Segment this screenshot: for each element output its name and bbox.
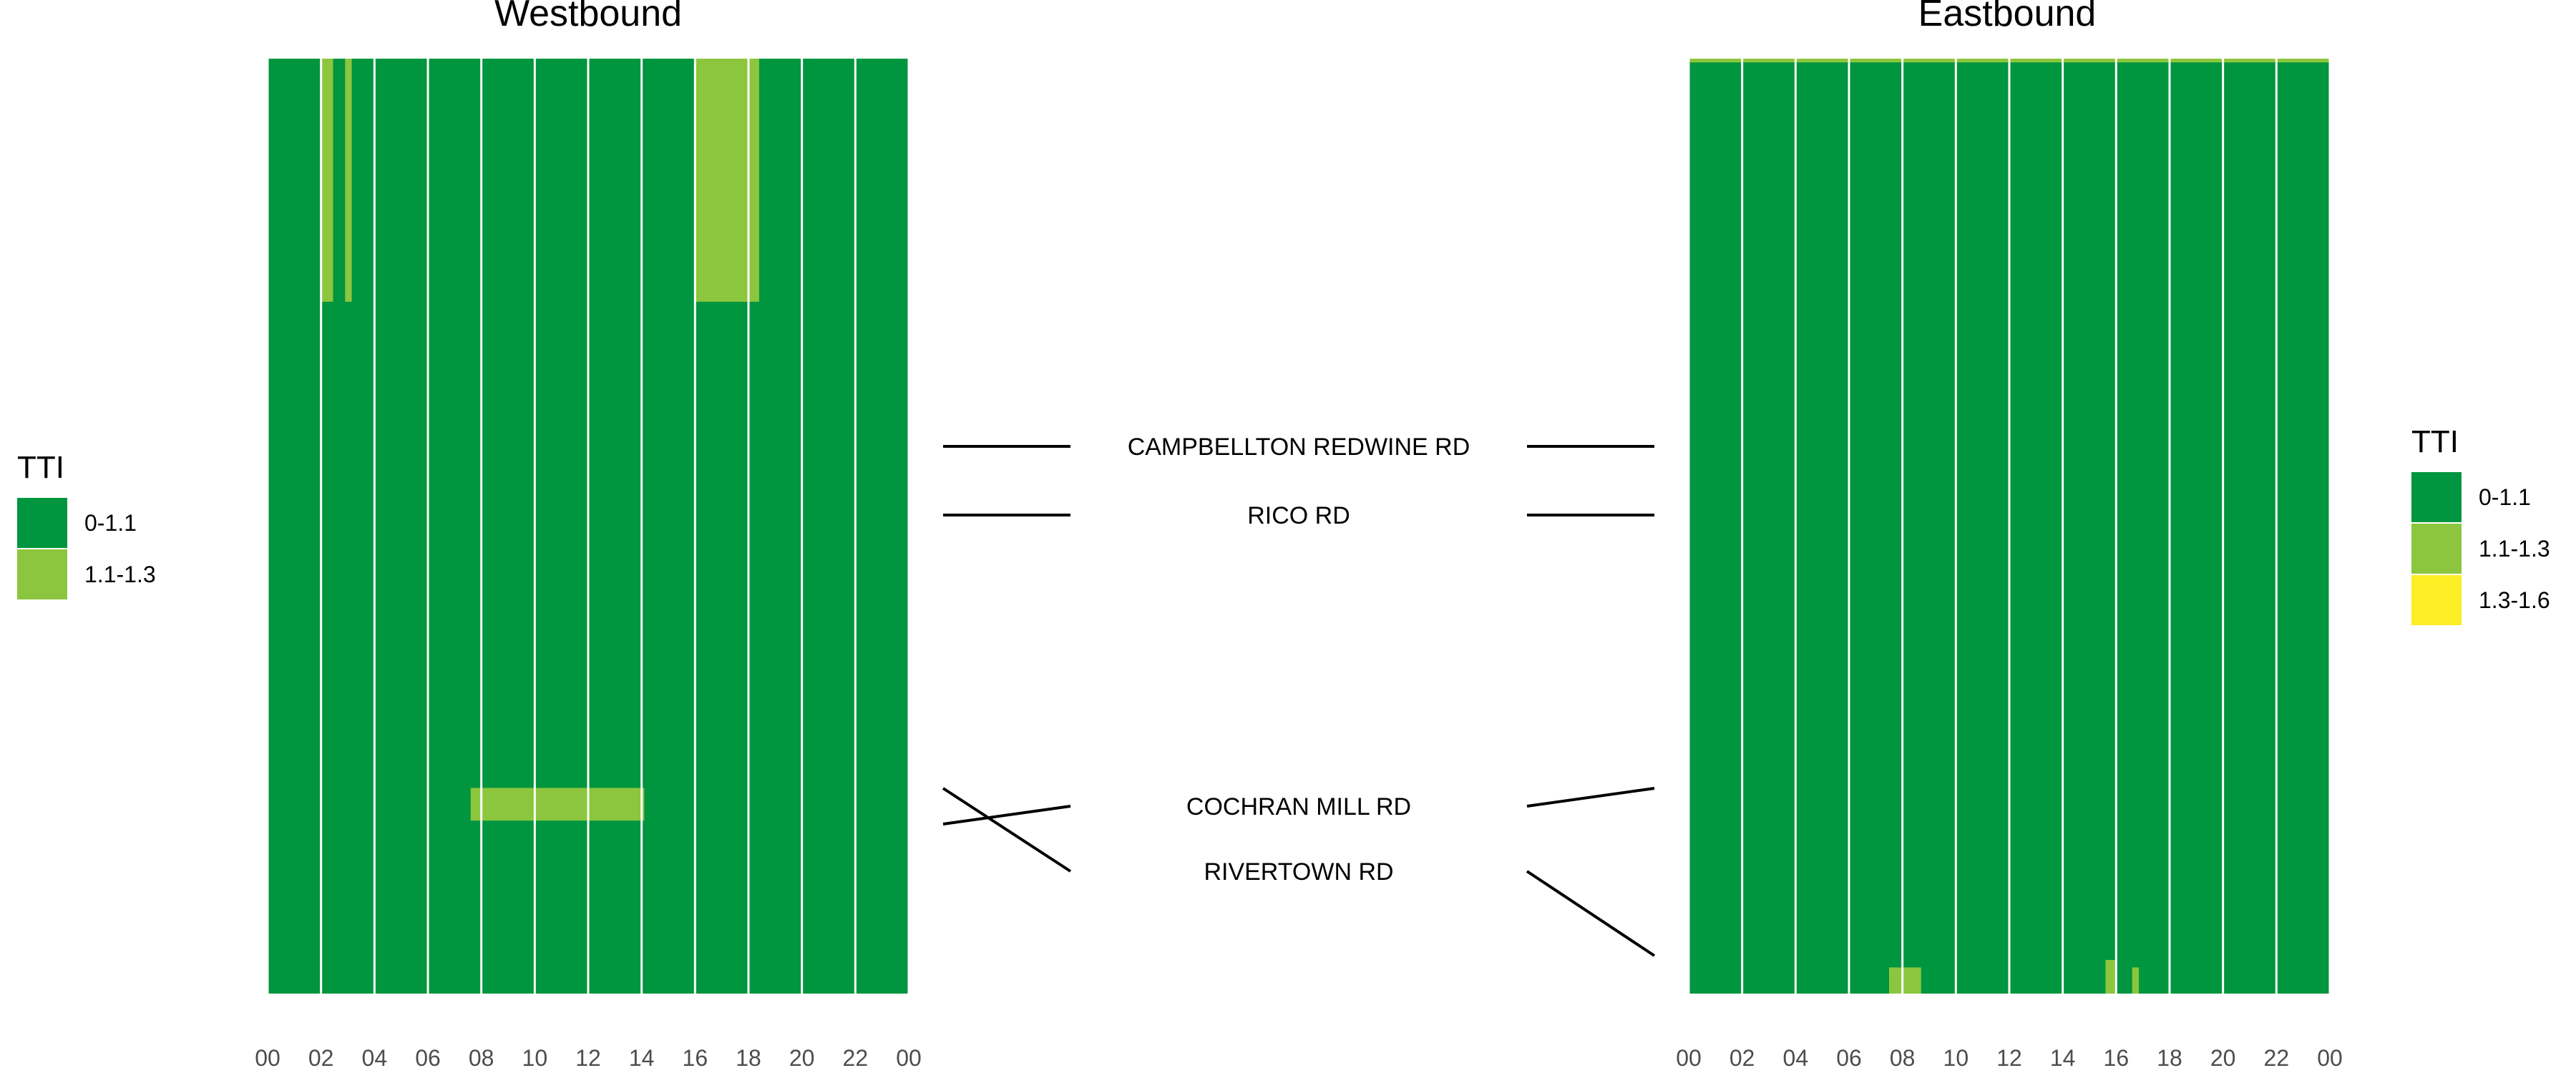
- eastbound-legend-label-1.1-1.3: 1.1-1.3: [2479, 536, 2550, 562]
- eastbound-legend-label-0-1.1: 0-1.1: [2479, 484, 2531, 510]
- westbound-x-tick-6: 12: [575, 1045, 601, 1071]
- eastbound-title: Eastbound: [1918, 0, 2097, 34]
- eastbound-x-tick-7: 14: [2050, 1045, 2076, 1071]
- eastbound-x-tick-4: 08: [1890, 1045, 1916, 1071]
- eastbound-heatmap-cell-2: [2105, 959, 2117, 994]
- eastbound-x-tick-10: 20: [2210, 1045, 2236, 1071]
- westbound-x-tick-8: 16: [683, 1045, 708, 1071]
- eastbound-x-tick-0: 00: [1676, 1045, 1702, 1071]
- road-label-campbellton-redwine: CAMPBELLTON REDWINE RD: [1128, 433, 1470, 461]
- eastbound-legend-swatch-1.1-1.3: [2411, 524, 2462, 574]
- connector-rivertown-east: [1526, 870, 1656, 957]
- westbound-title: Westbound: [494, 0, 682, 34]
- westbound-legend-title: TTI: [17, 450, 64, 485]
- eastbound-legend-swatch-0-1.1: [2411, 472, 2462, 522]
- westbound-heatmap-cell-3: [470, 788, 645, 821]
- eastbound-legend-label-1.3-1.6: 1.3-1.6: [2479, 587, 2550, 613]
- eastbound-x-tick-2: 04: [1783, 1045, 1809, 1071]
- eastbound-legend-swatch-1.3-1.6: [2411, 575, 2462, 625]
- connector-cochran-east: [1526, 787, 1655, 808]
- westbound-heatmap-cell-1: [345, 59, 352, 302]
- eastbound-panel: [1687, 59, 2331, 994]
- eastbound-x-tick-3: 06: [1836, 1045, 1862, 1071]
- westbound-heatmap-cell-0: [321, 59, 333, 302]
- westbound-x-tick-9: 18: [736, 1045, 761, 1071]
- westbound-x-tick-10: 20: [789, 1045, 815, 1071]
- westbound-x-tick-1: 02: [308, 1045, 334, 1071]
- westbound-panel: [266, 59, 910, 994]
- eastbound-heatmap-cell-1: [1889, 967, 1921, 994]
- connector-rivertown-west: [942, 787, 1072, 873]
- eastbound-x-tick-11: 22: [2264, 1045, 2290, 1071]
- westbound-x-tick-7: 14: [629, 1045, 655, 1071]
- westbound-x-tick-0: 00: [255, 1045, 280, 1071]
- road-label-cochran-mill: COCHRAN MILL RD: [1186, 793, 1411, 820]
- westbound-x-tick-2: 04: [362, 1045, 388, 1071]
- westbound-legend-label-0-1.1: 0-1.1: [84, 510, 137, 536]
- eastbound-x-tick-12: 00: [2317, 1045, 2343, 1071]
- eastbound-x-tick-5: 10: [1943, 1045, 1969, 1071]
- road-label-rivertown: RIVERTOWN RD: [1204, 858, 1393, 886]
- westbound-x-tick-4: 08: [469, 1045, 494, 1071]
- eastbound-legend-title: TTI: [2411, 424, 2459, 459]
- connector-cochran-west: [942, 805, 1071, 825]
- eastbound-x-tick-6: 12: [1996, 1045, 2022, 1071]
- eastbound-heatmap-cell-3: [2132, 967, 2140, 994]
- westbound-legend: TTI 0-1.1 1.1-1.3: [17, 450, 156, 599]
- road-label-rico: RICO RD: [1247, 502, 1350, 529]
- westbound-x-ticks: 00 02 04 06 08 10 12 14 16 18 20 22 00: [255, 1045, 922, 1071]
- eastbound-x-tick-9: 18: [2157, 1045, 2182, 1071]
- eastbound-x-ticks: 00 02 04 06 08 10 12 14 16 18 20 22 00: [1676, 1045, 2343, 1071]
- westbound-legend-swatch-0-1.1: [17, 498, 67, 548]
- westbound-x-tick-5: 10: [522, 1045, 548, 1071]
- westbound-x-tick-12: 00: [896, 1045, 922, 1071]
- westbound-x-tick-11: 22: [843, 1045, 869, 1071]
- westbound-legend-swatch-1.1-1.3: [17, 549, 67, 599]
- westbound-x-tick-3: 06: [415, 1045, 441, 1071]
- road-connectors: [942, 445, 1656, 957]
- westbound-legend-label-1.1-1.3: 1.1-1.3: [84, 562, 156, 587]
- eastbound-x-tick-8: 16: [2104, 1045, 2129, 1071]
- eastbound-legend: TTI 0-1.1 1.1-1.3 1.3-1.6: [2411, 424, 2550, 625]
- eastbound-x-tick-1: 02: [1729, 1045, 1755, 1071]
